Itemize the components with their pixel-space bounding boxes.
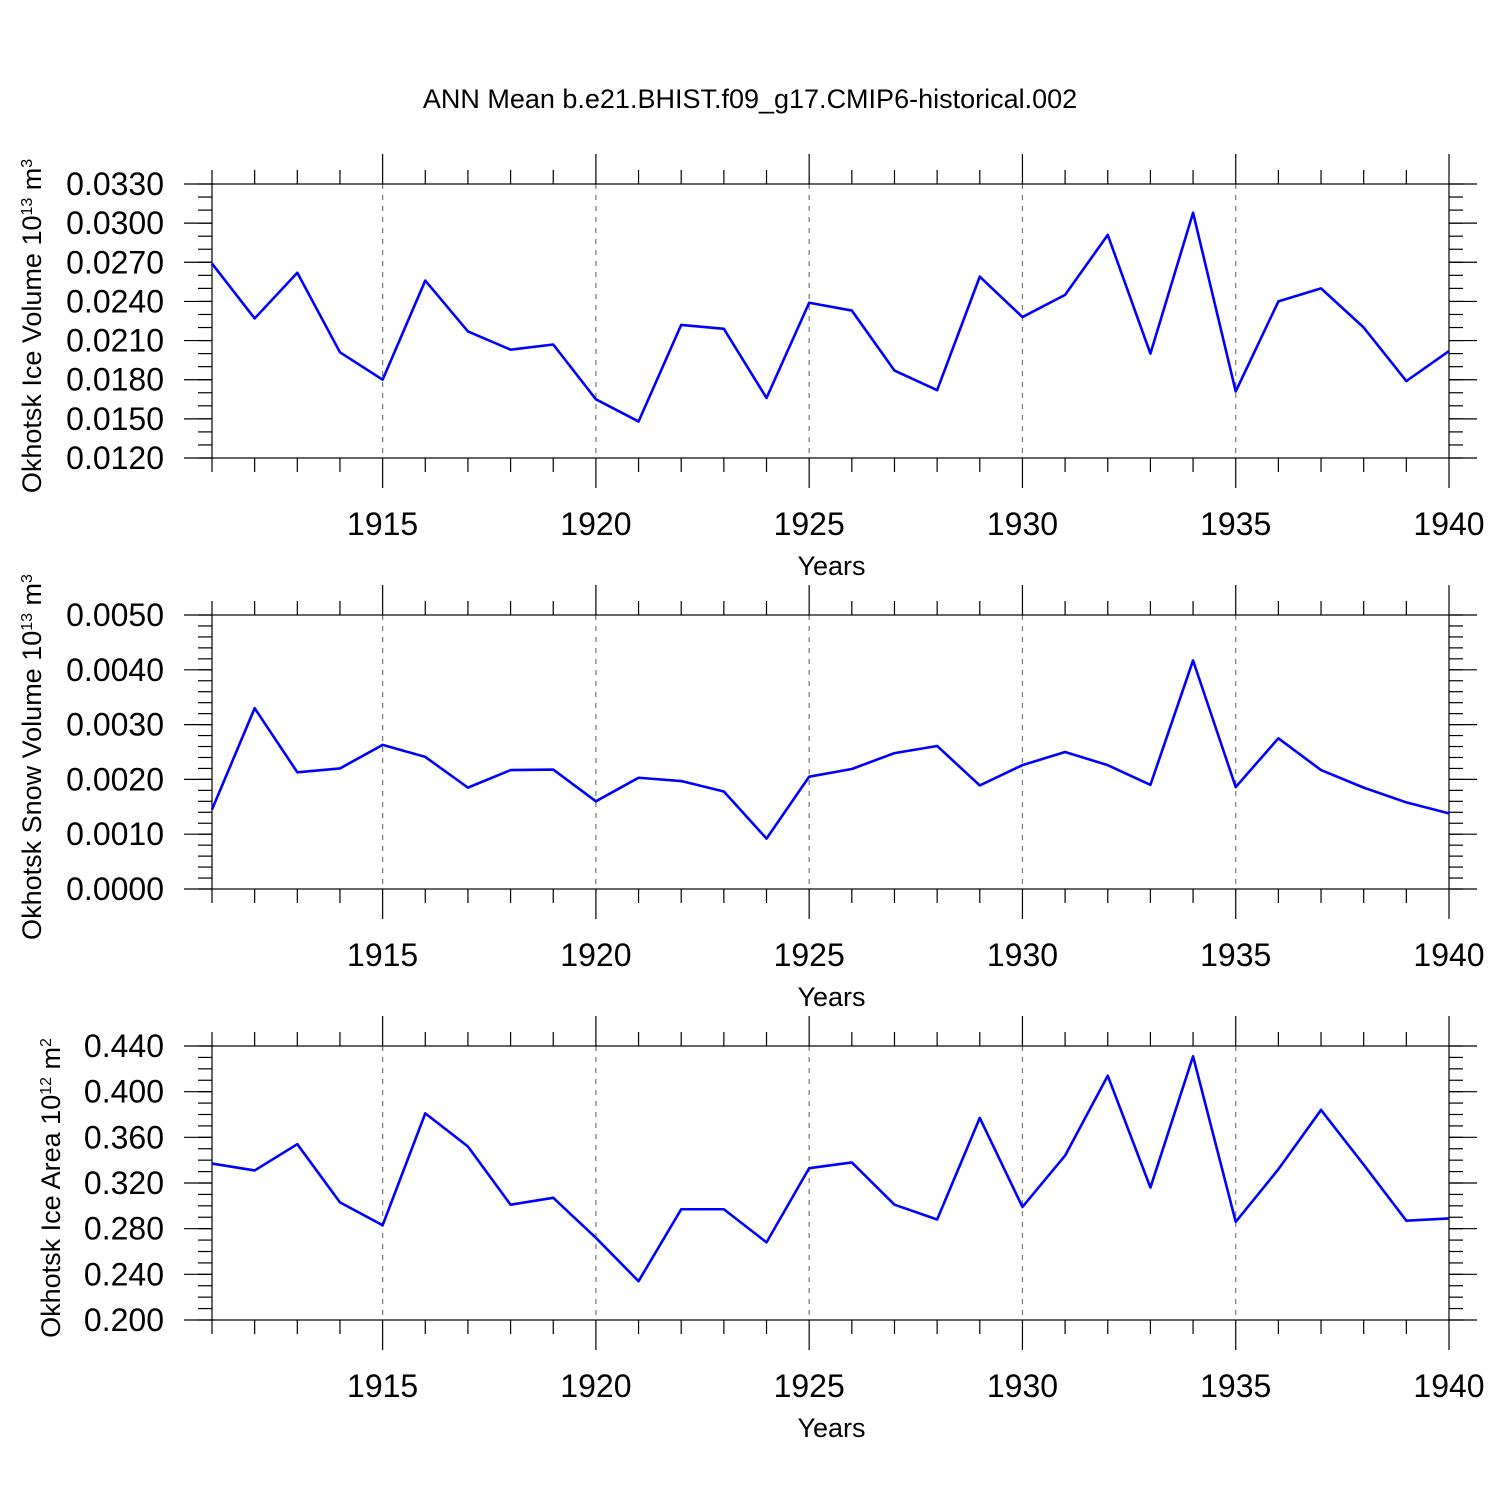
x-tick-label: 1930 [987, 937, 1058, 973]
ice-volume-series-line [210, 211, 1450, 423]
y-tick-label: 0.240 [84, 1256, 164, 1292]
x-tick-label: 1940 [1413, 937, 1484, 973]
y-tick-label: 0.0330 [66, 166, 164, 202]
panels: 0.01200.01500.01800.02100.02400.02700.03… [17, 154, 1485, 1443]
y-tick-label: 0.200 [84, 1302, 164, 1338]
x-tick-label: 1935 [1200, 937, 1271, 973]
y-tick-label: 0.360 [84, 1119, 164, 1155]
y-tick-label: 0.0270 [66, 244, 164, 280]
y-tick-label: 0.0240 [66, 283, 164, 319]
x-axis-title: Years [797, 551, 865, 581]
plot-frame [211, 183, 1450, 459]
x-tick-label: 1920 [560, 1368, 631, 1404]
ice-area-panel: 0.200 0.240 0.280 0.320 0.360 0.400 0.440 1915 1… [36, 1016, 1485, 1443]
x-tick-label: 1920 [560, 506, 631, 542]
x-tick-label: 1925 [774, 1368, 845, 1404]
x-tick-label: 1935 [1200, 506, 1271, 542]
y-axis-title: Okhotsk Ice Area 1012 m2 [36, 1038, 66, 1338]
y-tick-label: 0.0150 [66, 401, 164, 437]
x-tick-label: 1930 [987, 1368, 1058, 1404]
figure-title: ANN Mean b.e21.BHIST.f09_g17.CMIP6-histo… [423, 84, 1077, 114]
y-tick-label: 0.440 [84, 1028, 164, 1064]
y-tick-label: 0.0020 [66, 761, 164, 797]
x-tick-label: 1915 [347, 937, 418, 973]
y-tick-label: 0.0030 [66, 707, 164, 743]
y-tick-label: 0.400 [84, 1074, 164, 1110]
x-tick-label: 1935 [1200, 1368, 1271, 1404]
ice-volume-panel: 0.01200.01500.01800.02100.02400.02700.03… [17, 154, 1485, 581]
y-tick-label: 0.320 [84, 1165, 164, 1201]
y-tick-label: 0.0180 [66, 362, 164, 398]
x-tick-label: 1925 [774, 506, 845, 542]
x-tick-label: 1915 [347, 506, 418, 542]
x-tick-label: 1920 [560, 937, 631, 973]
y-tick-label: 0.0210 [66, 323, 164, 359]
y-tick-label: 0.0010 [66, 816, 164, 852]
x-tick-label: 1915 [347, 1368, 418, 1404]
plot-frame [211, 614, 1450, 890]
y-tick-label: 0.0120 [66, 440, 164, 476]
snow-volume-series-line [210, 659, 1450, 840]
y-tick-label: 0.0000 [66, 871, 164, 907]
ice-area-series-line [211, 1054, 1450, 1283]
y-tick-label: 0.0050 [66, 597, 164, 633]
x-axis-title: Years [797, 1413, 865, 1443]
x-tick-label: 1940 [1413, 1368, 1484, 1404]
y-axis-title: Okhotsk Snow Volume 1013 m3 [17, 574, 47, 940]
y-tick-label: 0.280 [84, 1211, 164, 1247]
x-tick-label: 1940 [1413, 506, 1484, 542]
x-axis-title: Years [797, 982, 865, 1012]
snow-volume-panel: 0.0000 0.0010 0.0020 0.0030 0.0040 0.0050 1915… [17, 574, 1485, 1012]
x-tick-label: 1930 [987, 506, 1058, 542]
y-axis-title: Okhotsk Ice Volume 1013 m3 [17, 159, 47, 493]
y-tick-label: 0.0040 [66, 652, 164, 688]
x-tick-label: 1925 [774, 937, 845, 973]
y-tick-label: 0.0300 [66, 205, 164, 241]
